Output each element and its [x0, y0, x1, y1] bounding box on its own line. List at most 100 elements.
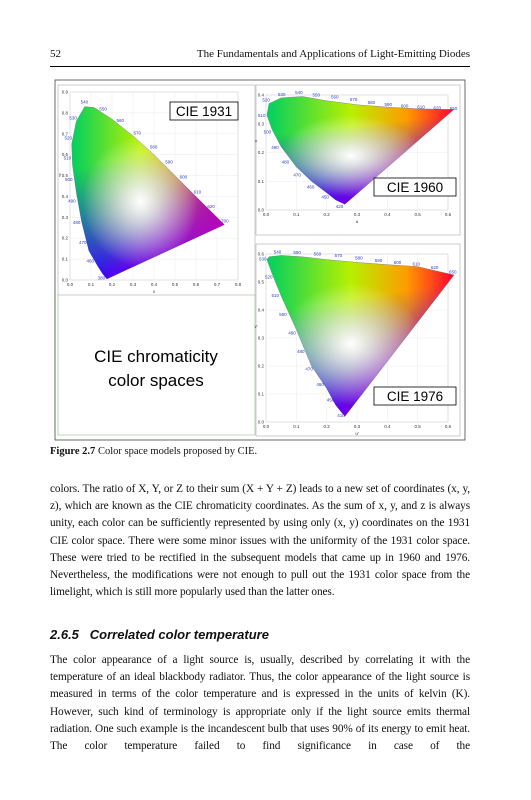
wavelength-label: 470: [293, 173, 301, 178]
wavelength-label: 580: [355, 256, 363, 261]
x-tick-label: 0.5: [415, 424, 422, 429]
wavelength-label: 450: [327, 398, 335, 403]
x-tick-label: 0.4: [151, 282, 158, 287]
x-tick-label: 0.0: [67, 282, 74, 287]
wavelength-label: 620: [431, 265, 439, 270]
x-tick-label: 0.1: [293, 212, 300, 217]
text-box-frame: [57, 295, 256, 436]
x-tick-label: 0.4: [384, 424, 391, 429]
figure: CIE chromaticity color spaces 0.0 0.1 0.2 0…: [54, 79, 466, 441]
gamut: [71, 106, 225, 279]
wavelength-label: 500: [264, 129, 272, 134]
wavelength-label: 460: [87, 259, 95, 264]
figure-frame: [54, 79, 466, 441]
x-tick-label: 0.5: [172, 282, 179, 287]
x-tick-label: 0.1: [293, 424, 300, 429]
wavelength-label: 520: [262, 98, 270, 103]
x-axis-label: x: [153, 289, 156, 294]
wavelength-label: 470: [305, 366, 313, 371]
gamut: [266, 255, 455, 417]
wavelength-label: 700: [221, 218, 229, 223]
x-axis-label: u: [356, 219, 359, 224]
x-tick-label: 0.2: [324, 212, 331, 217]
wavelength-label: 600: [180, 175, 188, 180]
gamut: [266, 96, 455, 205]
x-tick-label: 0.3: [354, 212, 361, 217]
section-number: 2.6.5: [50, 627, 79, 642]
y-tick-label: 0.1: [62, 257, 69, 262]
wavelength-label: 540: [295, 90, 303, 95]
running-title: The Fundamentals and Applications of Lig…: [196, 48, 470, 60]
wavelength-label: 580: [368, 100, 376, 105]
wavelength-label: 590: [375, 258, 383, 263]
panel-label-box: [169, 101, 239, 121]
wavelength-label: 380: [98, 276, 106, 281]
wavelength-label: 610: [194, 190, 202, 195]
y-tick-label: 0.3: [258, 121, 265, 126]
wavelength-label: 460: [316, 382, 324, 387]
panel-label: CIE 1960: [387, 180, 443, 195]
caption-number: Figure 2.7: [50, 446, 96, 457]
wavelength-label: 490: [271, 145, 279, 150]
x-tick-label: 0.6: [193, 282, 200, 287]
wavelength-label: 620: [207, 204, 215, 209]
wavelength-label: 610: [412, 262, 420, 267]
y-tick-label: 0.3: [62, 215, 69, 220]
x-tick-label: 0.7: [214, 282, 221, 287]
header-rule: [50, 66, 470, 67]
y-tick-label: 0.9: [62, 90, 69, 95]
wavelength-label: 610: [417, 105, 425, 110]
y-tick-label: 0.1: [258, 179, 265, 184]
wavelength-label: 460: [307, 184, 315, 189]
caption: Figure 2.7 Color space models proposed b…: [50, 446, 257, 457]
wavelength-label: 410: [337, 413, 345, 418]
y-tick-label: 0.0: [62, 278, 69, 283]
y-tick-label: 0.6: [62, 152, 69, 157]
y-tick-label: 0.5: [258, 280, 265, 285]
y-tick-label: 0.3: [258, 336, 265, 341]
x-tick-label: 0.4: [384, 212, 391, 217]
wavelength-label: 650: [450, 106, 458, 111]
y-axis-label: y: [59, 172, 62, 177]
wavelength-label: 490: [68, 199, 76, 204]
y-axis-label: v: [255, 139, 258, 144]
wavelength-label: 470: [79, 240, 87, 245]
paragraph: colors. The ratio of X, Y, or Z to their…: [50, 483, 470, 599]
y-tick-label: 0.4: [258, 93, 265, 98]
wavelength-label: 500: [65, 177, 73, 182]
wavelength-label: 480: [73, 220, 81, 225]
x-tick-label: 0.3: [354, 424, 361, 429]
y-tick-label: 0.4: [258, 308, 265, 313]
y-tick-label: 0.5: [62, 173, 69, 178]
text-box-line: CIE chromaticity: [94, 347, 218, 366]
wavelength-label: 550: [99, 106, 107, 111]
panel-label-box: [373, 177, 457, 197]
wavelength-label: 600: [401, 103, 409, 108]
wavelength-label: 490: [288, 331, 296, 336]
wavelength-label: 620: [434, 105, 442, 110]
wavelength-label: 570: [335, 253, 343, 258]
wavelength-label: 420: [336, 204, 344, 209]
wavelength-label: 650: [449, 270, 457, 275]
wavelength-label: 540: [81, 100, 89, 105]
x-tick-label: 0.2: [109, 282, 116, 287]
y-tick-label: 0.4: [62, 194, 69, 199]
wavelength-label: 530: [259, 256, 267, 261]
wavelength-label: 560: [331, 94, 339, 99]
wavelength-label: 450: [321, 195, 329, 200]
y-tick-label: 0.1: [258, 392, 265, 397]
y-tick-label: 0.0: [258, 208, 265, 213]
x-tick-label: 0.5: [415, 212, 422, 217]
wavelength-label: 560: [117, 118, 125, 123]
panel-label: CIE 1976: [387, 389, 443, 404]
wavelength-label: 570: [133, 130, 141, 135]
wavelength-label: 590: [384, 102, 392, 107]
page-number: 52: [50, 48, 61, 60]
wavelength-label: 550: [312, 92, 320, 97]
wavelength-label: 510: [64, 156, 72, 161]
wavelength-label: 520: [265, 274, 273, 279]
caption-text: Color space models proposed by CIE.: [97, 446, 258, 457]
wavelength-label: 520: [65, 135, 73, 140]
x-tick-label: 0.6: [445, 212, 452, 217]
y-tick-label: 0.0: [258, 420, 265, 425]
